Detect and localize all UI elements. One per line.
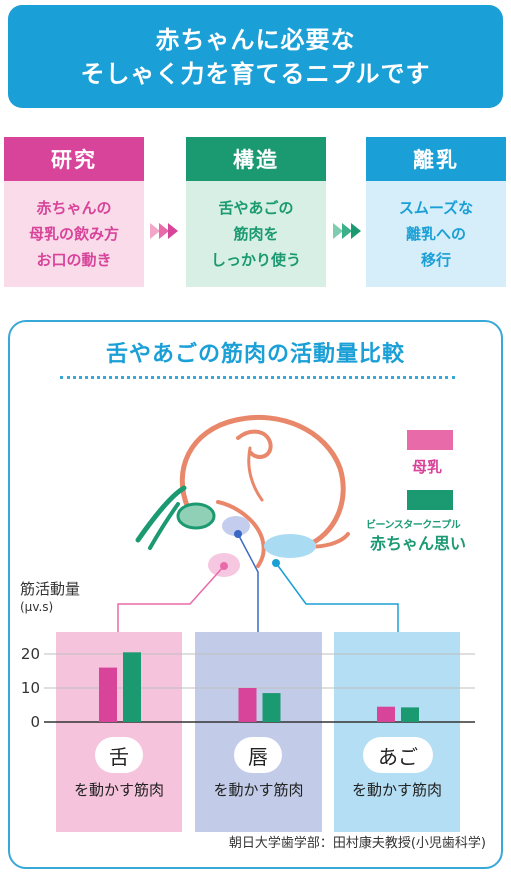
group-background-tongue [56,632,182,832]
connector-tongue [117,565,225,632]
step-title: 構造 [186,137,326,181]
legend-label-nipple: 赤ちゃん思い [370,534,467,553]
baby-illustration [135,414,350,577]
category-sublabel: を動かす筋肉 [213,781,304,799]
step-line: 離乳への [405,225,466,243]
step-line: お口の動き [36,251,112,269]
y-axis-label: 筋活動量 (μv.s) [20,580,80,616]
legend-swatch-nipple [407,490,453,510]
step-line: スムーズな [398,199,474,217]
title-divider [60,376,455,379]
legend-swatch-breastmilk [407,430,453,450]
step-line: しっかり使う [210,251,301,269]
category-sublabel: を動かす筋肉 [73,781,164,799]
connector-lips [237,533,259,632]
category-sublabel: を動かす筋肉 [351,781,442,799]
bar-nipple-1 [262,693,281,722]
chart-title: 舌やあごの筋肉の活動量比較 [105,342,405,367]
chevron-right-icon [333,222,361,240]
step-body: 舌やあごの 筋肉を しっかり使う [186,181,326,287]
step-line: 舌やあごの [218,199,294,217]
bar-nipple-2 [401,707,419,722]
step-line: 赤ちゃんの [36,199,112,217]
y-axis-unit: (μv.s) [20,600,54,614]
legend-label-nipple-brand: ビーンスタークニプル [366,520,461,531]
step-title: 研究 [4,137,144,181]
banner-line-1: 赤ちゃんに必要な [155,25,356,54]
bar-breastmilk-0 [99,667,117,722]
legend-label-breastmilk: 母乳 [412,458,443,476]
step-weaning: 離乳 スムーズな 離乳への 移行 [366,137,506,289]
bars [99,652,419,722]
step-research: 研究 赤ちゃんの 母乳の飲み方 お口の動き [4,137,144,289]
source-credit: 朝日大学歯学部：田村康夫教授(小児歯科学) [228,836,486,851]
category-label-jaw: あご [363,737,433,773]
step-line: 母乳の飲み方 [28,225,119,243]
category-label-tongue: 舌 [95,737,143,773]
header-banner: 赤ちゃんに必要な そしゃく力を育てるニプルです [8,5,503,108]
bar-breastmilk-1 [238,688,257,722]
step-body: 赤ちゃんの 母乳の飲み方 お口の動き [4,181,144,287]
category-label-lips: 唇 [234,737,282,773]
group-background-lips [195,632,322,832]
step-structure: 構造 舌やあごの 筋肉を しっかり使う [186,137,326,289]
connector-jaw [275,562,399,632]
banner-line-2: そしゃく力を育てるニプルです [80,59,431,88]
group-background-jaw [334,632,460,832]
y-tick-label: 0 [30,713,40,731]
step-body: スムーズな 離乳への 移行 [366,181,506,287]
y-tick-label: 20 [20,645,40,663]
chevron-right-icon [150,222,178,240]
y-tick-label: 10 [20,679,40,697]
step-line: 筋肉を [233,225,279,243]
bar-breastmilk-2 [377,706,395,722]
step-line: 移行 [420,251,451,269]
bar-nipple-0 [123,652,141,722]
step-title: 離乳 [366,137,506,181]
y-axis-title: 筋活動量 [20,580,81,598]
